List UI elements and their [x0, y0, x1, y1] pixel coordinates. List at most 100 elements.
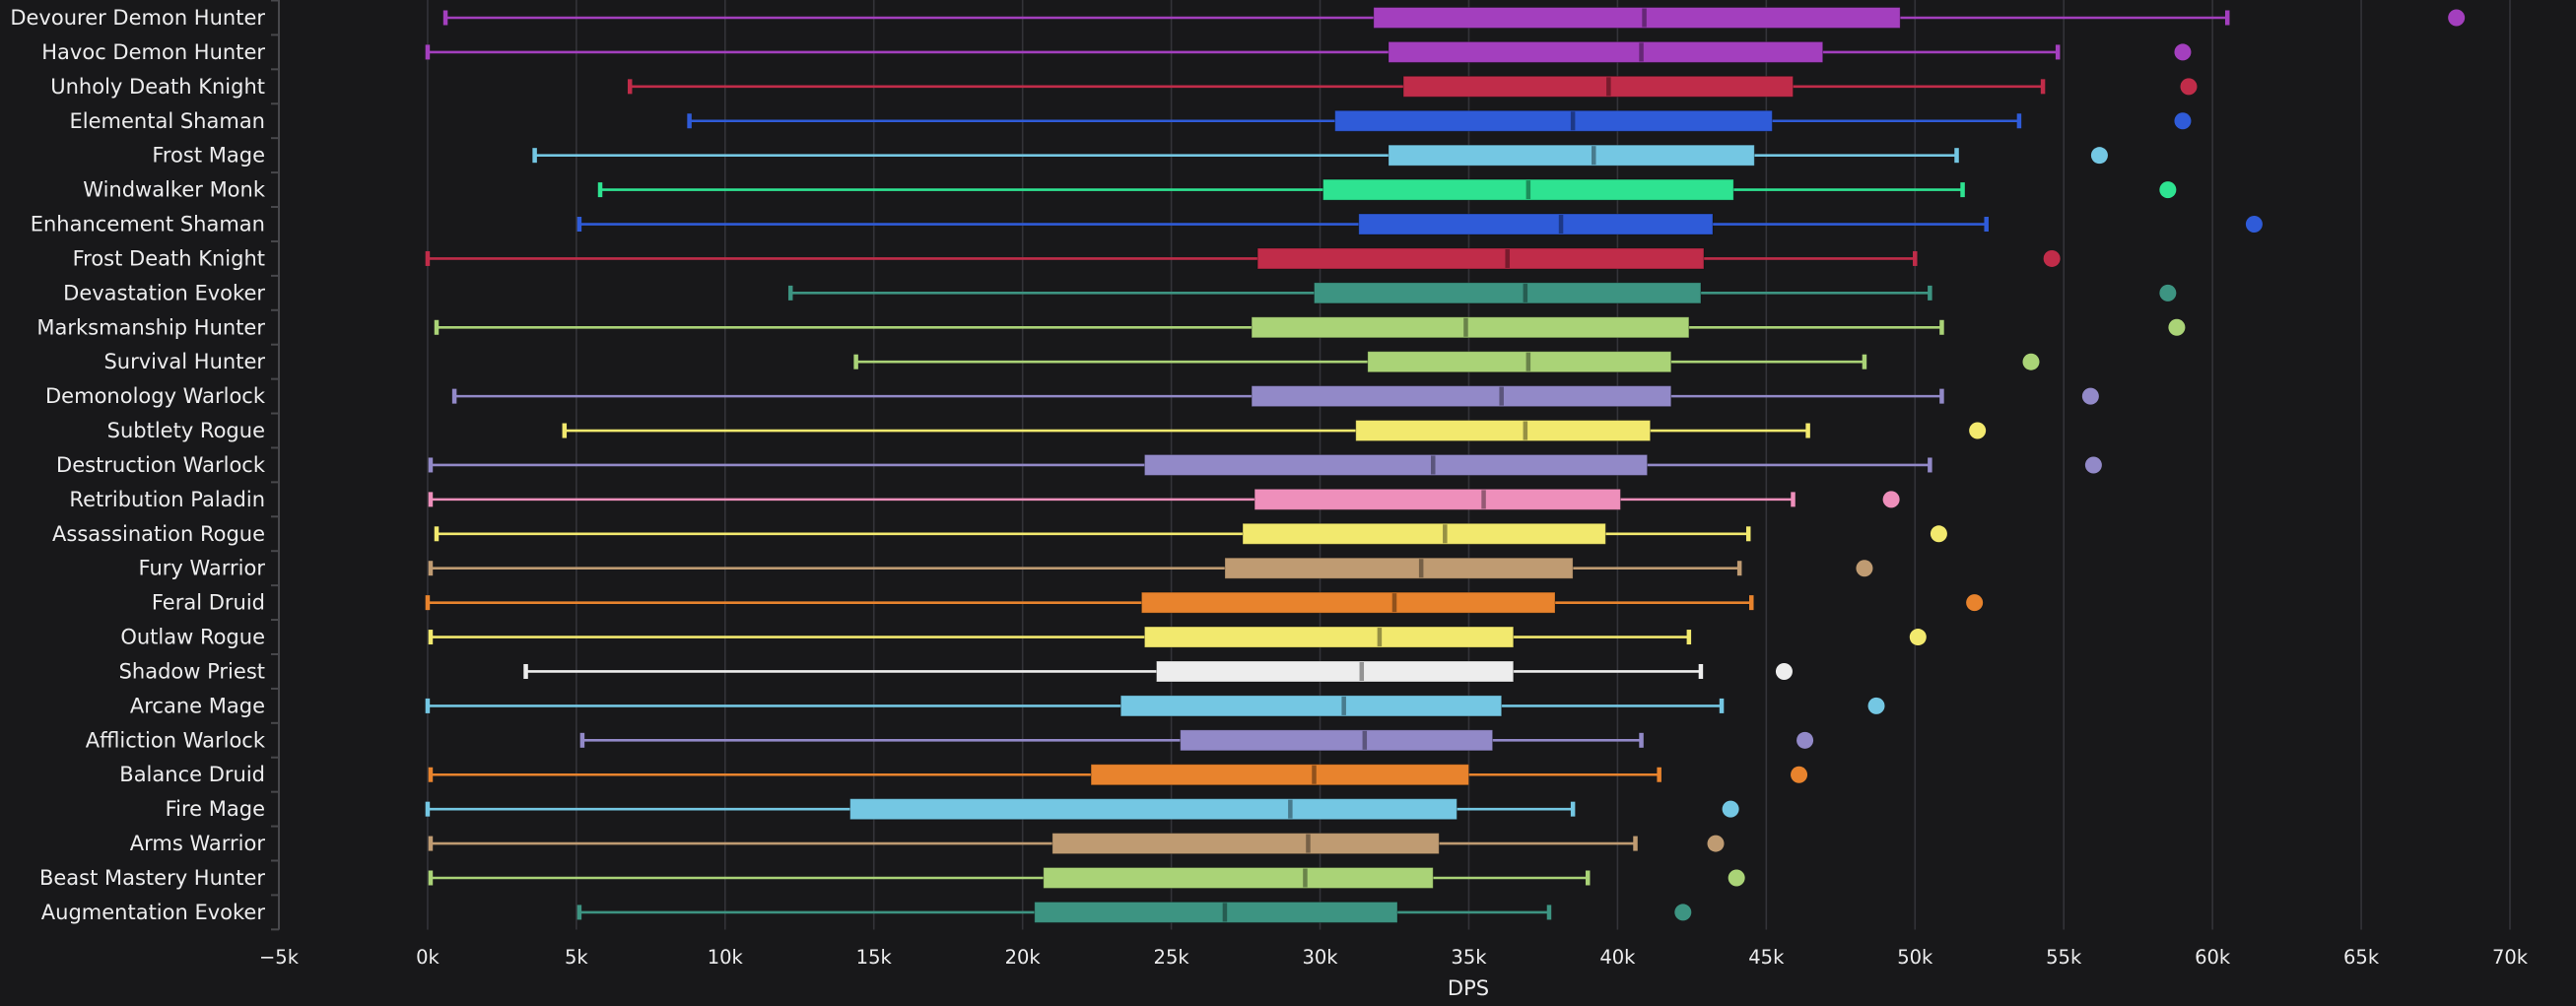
y-label-demonology-warlock: Demonology Warlock [45, 384, 266, 408]
outlier-dot[interactable] [2159, 284, 2177, 302]
outlier-dot[interactable] [1674, 904, 1692, 921]
box-trace-fury-warrior[interactable] [428, 557, 1873, 579]
box-trace-subtlety-rogue[interactable] [562, 420, 1987, 442]
outlier-dot[interactable] [1707, 835, 1725, 852]
outlier-dot[interactable] [1930, 525, 1947, 543]
outlier-dot[interactable] [1882, 491, 1900, 508]
outlier-dot[interactable] [1856, 560, 1873, 577]
box-trace-feral-druid[interactable] [425, 591, 1984, 614]
y-label-balance-druid: Balance Druid [119, 763, 265, 786]
x-tick-label-45k: 45k [1748, 946, 1785, 969]
box-trace-enhancement-shaman[interactable] [576, 213, 2263, 235]
x-tick-label-25k: 25k [1154, 946, 1190, 969]
outlier-dot[interactable] [2084, 456, 2102, 474]
box-trace-affliction-warlock[interactable] [579, 729, 1814, 752]
iqr-box[interactable] [1251, 385, 1672, 408]
box-trace-havoc-demon-hunter[interactable] [425, 40, 2192, 63]
iqr-box[interactable] [1119, 695, 1503, 717]
outlier-dot[interactable] [2174, 112, 2192, 130]
box-trace-demonology-warlock[interactable] [451, 385, 2099, 408]
box-trace-shadow-priest[interactable] [523, 660, 1793, 683]
box-trace-frost-death-knight[interactable] [425, 247, 2061, 270]
outlier-dot[interactable] [2168, 318, 2186, 336]
iqr-box[interactable] [1143, 453, 1649, 476]
y-label-arms-warrior: Arms Warrior [130, 832, 266, 855]
iqr-box[interactable] [1143, 626, 1515, 648]
box-trace-unholy-death-knight[interactable] [627, 75, 2198, 98]
y-label-subtlety-rogue: Subtlety Rogue [107, 419, 265, 442]
x-axis-title: DPS [1448, 976, 1489, 1000]
outlier-dot[interactable] [1909, 629, 1927, 646]
iqr-box[interactable] [1251, 316, 1690, 339]
iqr-box[interactable] [1373, 7, 1901, 29]
box-trace-devourer-demon-hunter[interactable] [442, 7, 2466, 29]
x-tick-label-30k: 30k [1302, 946, 1338, 969]
iqr-box[interactable] [1043, 867, 1434, 889]
iqr-box[interactable] [1140, 591, 1556, 614]
box-trace-survival-hunter[interactable] [853, 351, 2040, 373]
box-trace-windwalker-monk[interactable] [597, 178, 2177, 201]
y-axis [271, 0, 280, 931]
y-label-destruction-warlock: Destruction Warlock [56, 453, 266, 477]
iqr-box[interactable] [1334, 109, 1773, 132]
iqr-box[interactable] [1156, 660, 1515, 683]
iqr-box[interactable] [1242, 522, 1606, 545]
outlier-dot[interactable] [1728, 869, 1745, 887]
outlier-dot[interactable] [2081, 387, 2099, 405]
outlier-dot[interactable] [2448, 9, 2466, 27]
y-label-retribution-paladin: Retribution Paladin [69, 488, 265, 511]
box-traces [425, 7, 2466, 923]
outlier-dot[interactable] [2245, 216, 2263, 234]
box-trace-arms-warrior[interactable] [428, 833, 1725, 855]
outlier-dot[interactable] [2043, 249, 2061, 267]
outlier-dot[interactable] [2174, 43, 2192, 61]
outlier-dot[interactable] [1867, 697, 1885, 714]
iqr-box[interactable] [1256, 247, 1705, 270]
outlier-dot[interactable] [2180, 78, 2198, 96]
iqr-box[interactable] [1254, 488, 1621, 510]
outlier-dot[interactable] [1796, 731, 1814, 749]
box-trace-augmentation-evoker[interactable] [576, 901, 1692, 923]
outlier-dot[interactable] [1791, 766, 1808, 783]
iqr-box[interactable] [1313, 282, 1702, 304]
box-trace-assassination-rogue[interactable] [434, 522, 1947, 545]
outlier-dot[interactable] [1966, 594, 1984, 612]
box-trace-retribution-paladin[interactable] [428, 488, 1900, 510]
box-trace-elemental-shaman[interactable] [687, 109, 2192, 132]
outlier-dot[interactable] [1775, 662, 1793, 680]
outlier-dot[interactable] [2159, 181, 2177, 199]
iqr-box[interactable] [849, 798, 1457, 821]
iqr-box[interactable] [1180, 729, 1494, 752]
box-trace-balance-druid[interactable] [428, 764, 1808, 786]
iqr-box[interactable] [1090, 764, 1469, 786]
iqr-box[interactable] [1355, 420, 1652, 442]
box-trace-outlaw-rogue[interactable] [428, 626, 1927, 648]
iqr-box[interactable] [1388, 144, 1755, 167]
y-label-enhancement-shaman: Enhancement Shaman [31, 213, 265, 236]
box-trace-arcane-mage[interactable] [425, 695, 1885, 717]
iqr-box[interactable] [1034, 901, 1398, 923]
box-trace-marksmanship-hunter[interactable] [434, 316, 2186, 339]
y-label-affliction-warlock: Affliction Warlock [86, 728, 266, 752]
iqr-box[interactable] [1051, 833, 1440, 855]
box-trace-devastation-evoker[interactable] [787, 282, 2177, 304]
box-trace-fire-mage[interactable] [425, 798, 1739, 821]
iqr-box[interactable] [1402, 75, 1795, 98]
box-trace-frost-mage[interactable] [532, 144, 2108, 167]
iqr-box[interactable] [1224, 557, 1574, 579]
x-tick-label-15k: 15k [856, 946, 893, 969]
outlier-dot[interactable] [2090, 147, 2108, 165]
y-label-frost-death-knight: Frost Death Knight [73, 246, 265, 270]
iqr-box[interactable] [1367, 351, 1672, 373]
y-label-fury-warrior: Fury Warrior [139, 557, 266, 580]
box-trace-beast-mastery-hunter[interactable] [428, 867, 1745, 889]
outlier-dot[interactable] [1722, 800, 1739, 818]
x-tick-label-35k: 35k [1451, 946, 1487, 969]
box-trace-destruction-warlock[interactable] [428, 453, 2102, 476]
iqr-box[interactable] [1388, 40, 1824, 63]
x-tick-label-neg5k: −5k [259, 946, 300, 969]
outlier-dot[interactable] [2022, 353, 2040, 370]
outlier-dot[interactable] [1969, 422, 1987, 439]
iqr-box[interactable] [1358, 213, 1714, 235]
